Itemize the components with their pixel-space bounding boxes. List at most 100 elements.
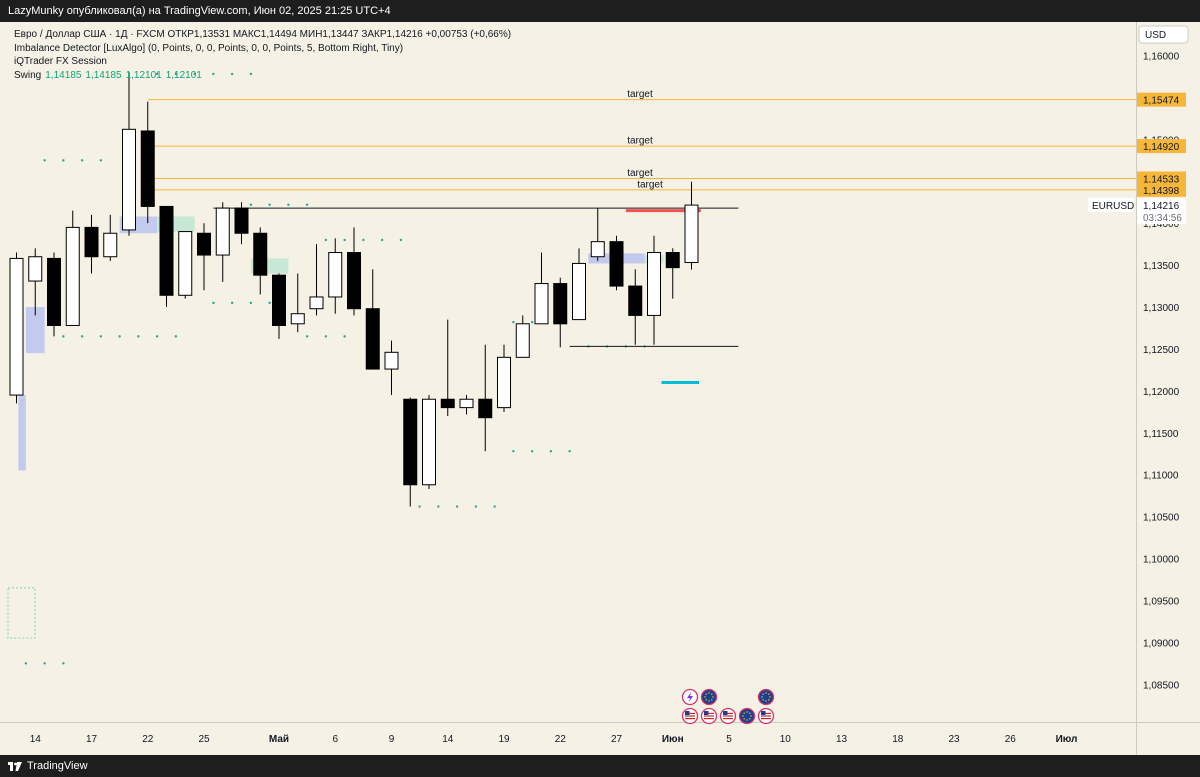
publisher-bar: LazyMunky опубликовал(а) на TradingView.… — [0, 0, 1200, 22]
candle-body[interactable] — [28, 256, 43, 282]
candle-body[interactable] — [159, 205, 174, 296]
candle-body[interactable] — [403, 398, 418, 486]
swing-dot — [118, 335, 121, 338]
candle-body[interactable] — [215, 207, 230, 256]
y-tick-label: 1,12500 — [1143, 345, 1180, 356]
publisher-text: LazyMunky опубликовал(а) на TradingView.… — [8, 5, 391, 17]
candle-body[interactable] — [572, 262, 586, 321]
candle-body[interactable] — [534, 283, 549, 325]
swing-dot — [324, 335, 328, 338]
candle-body[interactable] — [253, 232, 268, 276]
x-tick-label: 9 — [389, 734, 395, 745]
swing-dot — [43, 159, 46, 162]
candle-body[interactable] — [459, 398, 474, 409]
candle-body[interactable] — [684, 204, 699, 264]
candle-body[interactable] — [590, 241, 605, 258]
swing-legend[interactable]: Swing 1,14185 1,14185 1,12101 1,12101 — [14, 69, 511, 83]
candle-body[interactable] — [309, 296, 324, 310]
candle-body[interactable] — [515, 323, 530, 358]
us-event-icon[interactable] — [757, 707, 775, 725]
swing-dot — [230, 301, 234, 305]
swing-dot — [493, 505, 496, 508]
candle-body[interactable] — [84, 226, 99, 258]
candle-body[interactable] — [384, 351, 399, 370]
target-price-tag[interactable] — [1137, 139, 1186, 154]
imbalance-legend[interactable]: Imbalance Detector [LuxAlgo] (0, Points,… — [14, 42, 404, 54]
symbol-legend[interactable]: Евро / Доллар США · 1Д · FXCM ОТКР1,1353… — [14, 29, 512, 40]
session-legend[interactable]: iQTrader FX Session — [14, 56, 107, 67]
target-price-tag[interactable] — [1137, 171, 1186, 186]
candle-body[interactable] — [497, 356, 511, 409]
current-price-tag[interactable] — [1137, 198, 1186, 225]
imbalance-zone — [18, 395, 26, 471]
swing-dot — [343, 335, 346, 338]
candle-body[interactable] — [122, 128, 136, 231]
candle-body[interactable] — [553, 283, 568, 325]
candle-body[interactable] — [140, 130, 155, 207]
eu-event-icon[interactable] — [700, 688, 718, 706]
footer-brand: TradingView — [27, 760, 88, 772]
lightning-event-icon[interactable] — [681, 688, 699, 706]
x-tick-label: Май — [269, 734, 289, 745]
x-tick-label: 26 — [1005, 734, 1017, 745]
x-tick-label: 6 — [332, 734, 338, 745]
us-event-icon[interactable] — [681, 707, 699, 725]
candle-body[interactable] — [290, 313, 305, 325]
y-tick-label: 1,13000 — [1143, 303, 1180, 314]
plot-area[interactable] — [0, 22, 1136, 722]
candle-body[interactable] — [609, 241, 624, 287]
symbol-tag-label: EURUSD — [1092, 201, 1134, 212]
swing-dot — [80, 335, 84, 338]
candle-body[interactable] — [272, 274, 286, 326]
swing-dot — [174, 72, 178, 76]
swing-dot — [268, 203, 271, 206]
eu-event-icon[interactable] — [757, 688, 775, 706]
swing-dot — [474, 505, 478, 508]
x-tick-label: 10 — [780, 734, 792, 745]
swing-dot — [512, 450, 515, 453]
countdown-label: 03:34:56 — [1143, 213, 1182, 224]
target-price-tag[interactable] — [1137, 92, 1186, 107]
currency-label: USD — [1145, 30, 1166, 41]
swing-dot — [249, 72, 253, 76]
swing-dot — [380, 238, 384, 242]
candle-body[interactable] — [647, 252, 661, 316]
y-tick-label: 1,16000 — [1143, 52, 1180, 63]
currency-box[interactable] — [1138, 25, 1189, 44]
target-price-tag[interactable] — [1137, 182, 1186, 197]
candle-body[interactable] — [103, 232, 118, 258]
swing-dot — [324, 238, 328, 242]
candle-body[interactable] — [197, 232, 211, 256]
swing-value: 1,12101 — [165, 69, 202, 81]
symbol-tag[interactable] — [1088, 198, 1134, 213]
swing-value: 1,12101 — [125, 69, 162, 81]
swing-dot — [24, 662, 28, 665]
swing-dot — [230, 72, 234, 76]
candle-body[interactable] — [178, 231, 193, 296]
us-event-icon[interactable] — [719, 707, 737, 725]
candle-body[interactable] — [422, 398, 436, 486]
candle-body[interactable] — [665, 252, 680, 269]
candle-body[interactable] — [478, 398, 493, 419]
us-event-icon[interactable] — [700, 707, 718, 725]
candle-body[interactable] — [328, 252, 343, 298]
tradingview-logo-icon — [8, 761, 22, 771]
candlestick-chart[interactable]: targettargettargettarget1,160001,155001,… — [0, 22, 1200, 755]
y-tick-label: 1,11000 — [1143, 471, 1179, 482]
x-tick-label: Июл — [1056, 734, 1078, 745]
x-tick-label: 22 — [142, 734, 154, 745]
eu-event-icon[interactable] — [738, 707, 756, 725]
current-price-label: 1,14216 — [1143, 201, 1180, 212]
chart-frame[interactable]: targettargettargettarget1,160001,155001,… — [0, 22, 1200, 755]
candle-body[interactable] — [234, 207, 249, 234]
candle-body[interactable] — [65, 226, 80, 326]
candle-body[interactable] — [9, 257, 24, 396]
candle-body[interactable] — [440, 398, 455, 409]
candle-body[interactable] — [347, 252, 361, 310]
x-tick-label: Июн — [662, 734, 684, 745]
candle-body[interactable] — [365, 308, 380, 370]
candle-body[interactable] — [628, 285, 643, 316]
swing-dot — [212, 72, 215, 76]
y-tick-label: 1,14000 — [1143, 219, 1180, 230]
candle-body[interactable] — [47, 257, 61, 326]
